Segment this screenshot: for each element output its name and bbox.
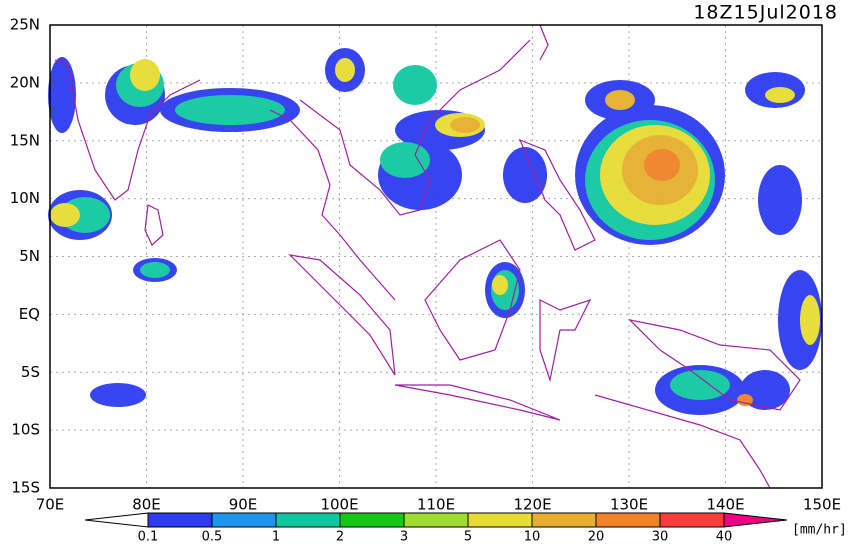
- colorbar: 0.1 0.5 1 2 3 5 10 20 30 40 [mm/hr]: [84, 512, 847, 545]
- y-tick-label: 10S: [11, 421, 40, 439]
- colorbar-segment: [211, 512, 277, 528]
- y-tick-label: 15S: [11, 479, 40, 497]
- coastlines: [54, 24, 801, 489]
- x-tick-label: 80E: [132, 496, 161, 514]
- colorbar-label: 2: [336, 530, 344, 545]
- x-tick-label: 100E: [320, 496, 358, 514]
- colorbar-end: [723, 512, 788, 528]
- colorbar-segment: [659, 512, 725, 528]
- x-tick-label: 150E: [803, 496, 841, 514]
- colorbar-label: 40: [716, 530, 733, 545]
- colorbar-segment: [595, 512, 661, 528]
- colorbar-segment: [531, 512, 597, 528]
- x-tick-label: 140E: [706, 496, 744, 514]
- y-tick-label: 15N: [10, 131, 40, 149]
- x-tick-label: 130E: [610, 496, 648, 514]
- x-tick-label: 110E: [417, 496, 455, 514]
- colorbar-label: 0.5: [202, 530, 223, 545]
- colorbar-label: 3: [400, 530, 408, 545]
- y-tick-label: EQ: [19, 305, 40, 323]
- colorbar-start: [84, 512, 149, 528]
- colorbar-segment: [339, 512, 405, 528]
- map-frame: [49, 24, 823, 489]
- colorbar-label: 0.1: [138, 530, 159, 545]
- colorbar-label: 1: [272, 530, 280, 545]
- colorbar-segment: [403, 512, 469, 528]
- y-tick-label: 20N: [10, 73, 40, 91]
- colorbar-label: 10: [524, 530, 541, 545]
- y-tick-label: 5N: [19, 247, 40, 265]
- x-tick-label: 70E: [36, 496, 65, 514]
- colorbar-label: 20: [588, 530, 605, 545]
- precipitation: [48, 48, 822, 415]
- colorbar-units: [mm/hr]: [792, 523, 847, 538]
- y-tick-label: 10N: [10, 189, 40, 207]
- y-tick-label: 5S: [21, 363, 40, 381]
- map-title: 18Z15Jul2018: [693, 2, 838, 24]
- colorbar-segment: [147, 512, 213, 528]
- colorbar-segment: [467, 512, 533, 528]
- grid: [49, 24, 823, 489]
- colorbar-segment: [275, 512, 341, 528]
- y-tick-label: 25N: [10, 16, 40, 34]
- x-tick-label: 120E: [513, 496, 551, 514]
- x-tick-label: 90E: [229, 496, 258, 514]
- colorbar-label: 5: [464, 530, 472, 545]
- colorbar-label: 30: [652, 530, 669, 545]
